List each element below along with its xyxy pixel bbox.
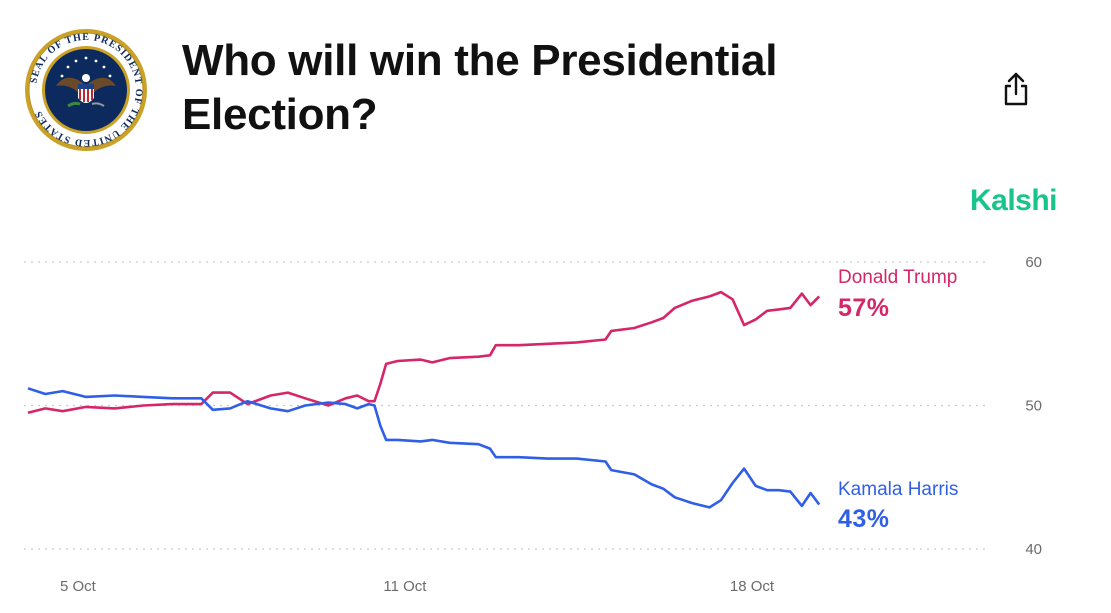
- x-tick-label: 11 Oct: [383, 578, 427, 595]
- y-tick-label: 50: [1025, 398, 1042, 415]
- presidential-seal-logo: SEAL OF THE PRESIDENT OF THE UNITED STAT…: [25, 29, 147, 151]
- share-icon: [1004, 72, 1028, 106]
- series-name-label: Kamala Harris: [838, 479, 958, 500]
- series-value-label: 43%: [838, 505, 890, 533]
- series-line-0: [27, 290, 821, 414]
- series-value-label: 57%: [838, 294, 890, 322]
- page-title: Who will win the Presidential Election?: [182, 36, 778, 139]
- y-tick-label: 60: [1025, 254, 1042, 271]
- x-tick-label: 5 Oct: [60, 578, 97, 595]
- series-line-1: [27, 387, 821, 509]
- series-name-label: Donald Trump: [838, 267, 957, 288]
- x-tick-label: 18 Oct: [730, 578, 775, 595]
- share-button[interactable]: [998, 70, 1034, 110]
- kalshi-logo: Kalshi: [969, 184, 1058, 217]
- y-tick-label: 40: [1025, 541, 1042, 558]
